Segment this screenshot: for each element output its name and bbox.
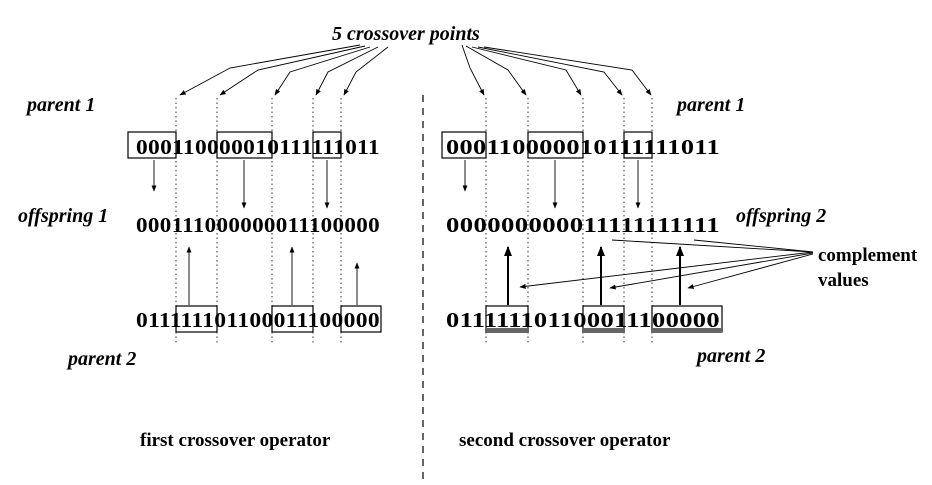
complement-label-line1: complement bbox=[818, 245, 918, 266]
right-parent1-segment-box bbox=[441, 131, 487, 159]
left-offspring-label: offspring 1 bbox=[18, 205, 108, 227]
title-arrows bbox=[179, 44, 652, 96]
left-parent1-segment-box bbox=[216, 131, 273, 159]
left-parent1-bits: 000110000010111111011 bbox=[136, 135, 380, 159]
right-caption: second crossover operator bbox=[459, 430, 671, 451]
complement-arrows bbox=[519, 239, 814, 290]
left-parent2-segment-box bbox=[340, 305, 382, 333]
right-parent1-segment-box bbox=[623, 131, 653, 159]
left-parent2-label: parent 2 bbox=[66, 348, 136, 370]
left-offspring-bits: 000111000000011100000 bbox=[136, 213, 380, 237]
right-parent2-shade-bar bbox=[583, 328, 624, 333]
right-parent2-shade-bar bbox=[652, 328, 722, 333]
complement-label-line2: values bbox=[818, 270, 869, 291]
right-parent2-label: parent 2 bbox=[695, 345, 765, 367]
left-parent1-segment-box bbox=[312, 131, 342, 159]
left-parent2-bits: 011111101100011100000 bbox=[136, 308, 380, 332]
left-caption: first crossover operator bbox=[140, 430, 331, 451]
right-parent1-segment-box bbox=[527, 131, 584, 159]
right-parent2-shade-bar bbox=[486, 328, 528, 333]
left-parent1-label: parent 1 bbox=[25, 94, 95, 116]
left-parent2-segment-box bbox=[271, 305, 314, 333]
left-parent1-segment-box bbox=[127, 131, 177, 159]
right-parent1-label: parent 1 bbox=[675, 94, 745, 116]
right-offspring-label: offspring 2 bbox=[736, 205, 826, 227]
right-offspring-bits: 000000000011111111111 bbox=[446, 213, 720, 237]
left-parent2-segment-box bbox=[175, 305, 218, 333]
title-five-crossover-points: 5 crossover points bbox=[332, 23, 480, 45]
